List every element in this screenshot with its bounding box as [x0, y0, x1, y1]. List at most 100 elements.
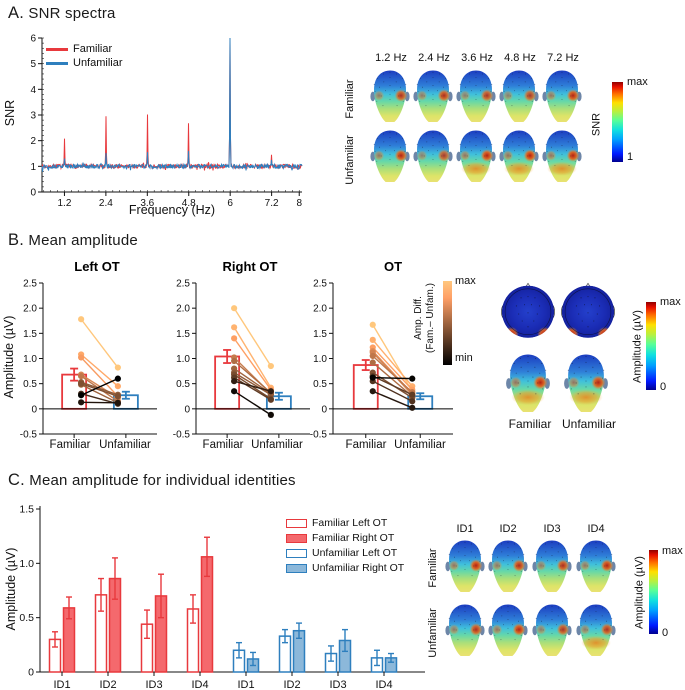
subject-dot-familiar — [231, 305, 238, 312]
subject-dot-familiar — [78, 399, 85, 406]
subject-dot-unfamiliar — [267, 396, 274, 403]
subject-line — [80, 357, 119, 397]
y-tick-label: 1.5 — [23, 329, 37, 340]
panel-a-title: A. SNR spectra — [8, 4, 116, 23]
y-tick-label: 0 — [31, 404, 37, 415]
subject-dot-unfamiliar — [409, 404, 416, 411]
legend-item-fam-right: Familiar Right OT — [286, 532, 404, 544]
x-tick-label: 1.2 — [57, 198, 71, 209]
fam-right-swatch — [286, 533, 307, 543]
topoA-head-familiar-3 — [456, 70, 496, 122]
unf-right-label: Unfamiliar Right OT — [312, 562, 405, 574]
x-tick-label: 6 — [227, 198, 233, 209]
y-tick-label: 1.0 — [23, 354, 37, 365]
subject-dot-familiar — [231, 378, 238, 385]
topoC-row-unfamiliar: Unfamiliar — [427, 608, 439, 658]
subject-dot-familiar — [78, 373, 85, 380]
topoA-head-unfamiliar-3 — [456, 130, 496, 182]
subject-dot-familiar — [369, 374, 376, 381]
panel-b-letter: B. — [8, 231, 24, 249]
topoC-grid — [443, 538, 621, 662]
snr-colorbar-label: SNR — [590, 112, 603, 137]
snr-colorbar — [612, 82, 623, 162]
amp-diff-colorbar — [443, 281, 452, 365]
subject-dot-unfamiliar — [114, 399, 121, 406]
topoC-col-id4: ID4 — [587, 523, 605, 535]
subject-line — [233, 371, 272, 396]
x-tick-label: 4.8 — [182, 198, 196, 209]
topoA-head-unfamiliar-1 — [370, 130, 410, 182]
panel-c-legend: Familiar Left OT Familiar Right OT Unfam… — [286, 517, 404, 574]
y-tick-label: 2.5 — [176, 279, 190, 290]
y-tick-label: 1.5 — [19, 504, 34, 516]
x-tick-label: 2.4 — [99, 198, 113, 209]
topoC-head-familiar-id2 — [488, 540, 528, 592]
y-tick-label: 6 — [30, 34, 36, 45]
topoC-head-familiar-id1 — [445, 540, 485, 592]
panel-c-title-text: Mean amplitude for individual identities — [29, 472, 296, 489]
y-tick-label: 1 — [30, 162, 36, 173]
subject-line — [372, 355, 413, 393]
subject-line — [80, 384, 119, 404]
subject-dot-familiar — [78, 392, 85, 399]
amp-diff-max: max — [455, 275, 476, 287]
topoC-head-unfamiliar-id4 — [576, 604, 616, 656]
unf-left-label: Unfamiliar Left OT — [312, 547, 398, 559]
topoB-grid — [497, 280, 623, 420]
subject-line — [81, 401, 118, 404]
subject-dot-familiar — [78, 354, 85, 361]
group-label: ID1 — [237, 679, 254, 690]
unf-right-swatch — [286, 563, 307, 573]
subject-line — [372, 375, 413, 396]
topoC-head-familiar-id3 — [532, 540, 572, 592]
y-tick-label: -0.5 — [173, 430, 191, 441]
y-tick-label: 1.0 — [19, 558, 34, 570]
panel-c-colorbar-min: 0 — [662, 627, 669, 639]
panel-c-title: C. Mean amplitude for individual identit… — [8, 471, 296, 490]
fam-left-label: Familiar Left OT — [312, 517, 388, 529]
y-tick-label: 1.5 — [176, 329, 190, 340]
b1-cat-unfamiliar: Unfamiliar — [99, 439, 151, 451]
topoB-backview-familiar — [506, 354, 550, 413]
subject-dot-unfamiliar — [114, 375, 121, 382]
topoA-row-unfamiliar: Unfamiliar — [344, 135, 356, 185]
subject-dot-familiar — [78, 316, 85, 323]
y-tick-label: 2 — [30, 136, 36, 147]
topoB-topview-unfamiliar — [561, 282, 615, 338]
legend-item-unf-left: Unfamiliar Left OT — [286, 547, 404, 559]
topoA-head-unfamiliar-4 — [499, 130, 539, 182]
familiar-line-swatch — [46, 47, 68, 51]
x-tick-label: 8 — [296, 198, 302, 209]
subject-line — [372, 380, 413, 402]
y-tick-label: 2.5 — [23, 279, 37, 290]
y-tick-label: 1.0 — [176, 354, 190, 365]
subject-dot-familiar — [231, 335, 238, 342]
panel-b-ylabel: Amplitude (µV) — [2, 315, 16, 399]
group-label: ID2 — [283, 679, 300, 690]
legend-item-familiar: Familiar — [46, 43, 123, 55]
subject-line — [372, 346, 413, 391]
x-tick-label: 3.6 — [140, 198, 154, 209]
y-tick-label: 1.0 — [313, 354, 327, 365]
topoB-topview-familiar — [501, 282, 555, 338]
panel-b-colorbar — [646, 302, 656, 390]
subject-dot-unfamiliar — [409, 398, 416, 405]
subject-line — [372, 324, 413, 392]
y-tick-label: 4 — [30, 85, 36, 96]
panel-c-colorbar-label: Amplitude (µV) — [633, 556, 646, 629]
b3-cat-familiar: Familiar — [345, 439, 387, 451]
topoA-freq-5: 7.2 Hz — [547, 52, 579, 64]
b2-cat-unfamiliar: Unfamiliar — [251, 439, 303, 451]
topoB-backview-unfamiliar — [564, 354, 608, 413]
unf-left-swatch — [286, 548, 307, 558]
topoA-freq-1: 1.2 Hz — [375, 52, 407, 64]
topoA-head-unfamiliar-2 — [413, 130, 453, 182]
panel-c-ylabel: Amplitude (µV) — [4, 547, 18, 631]
snr-xlabel: Frequency (Hz) — [128, 203, 216, 217]
x-tick-label: 7.2 — [265, 198, 279, 209]
snr-colorbar-min: 1 — [627, 151, 634, 163]
plot-title-right-ot: Right OT — [222, 259, 278, 274]
topoC-col-id2: ID2 — [499, 523, 517, 535]
subject-line — [80, 383, 119, 397]
panel-b-colorbar-min: 0 — [660, 381, 667, 393]
